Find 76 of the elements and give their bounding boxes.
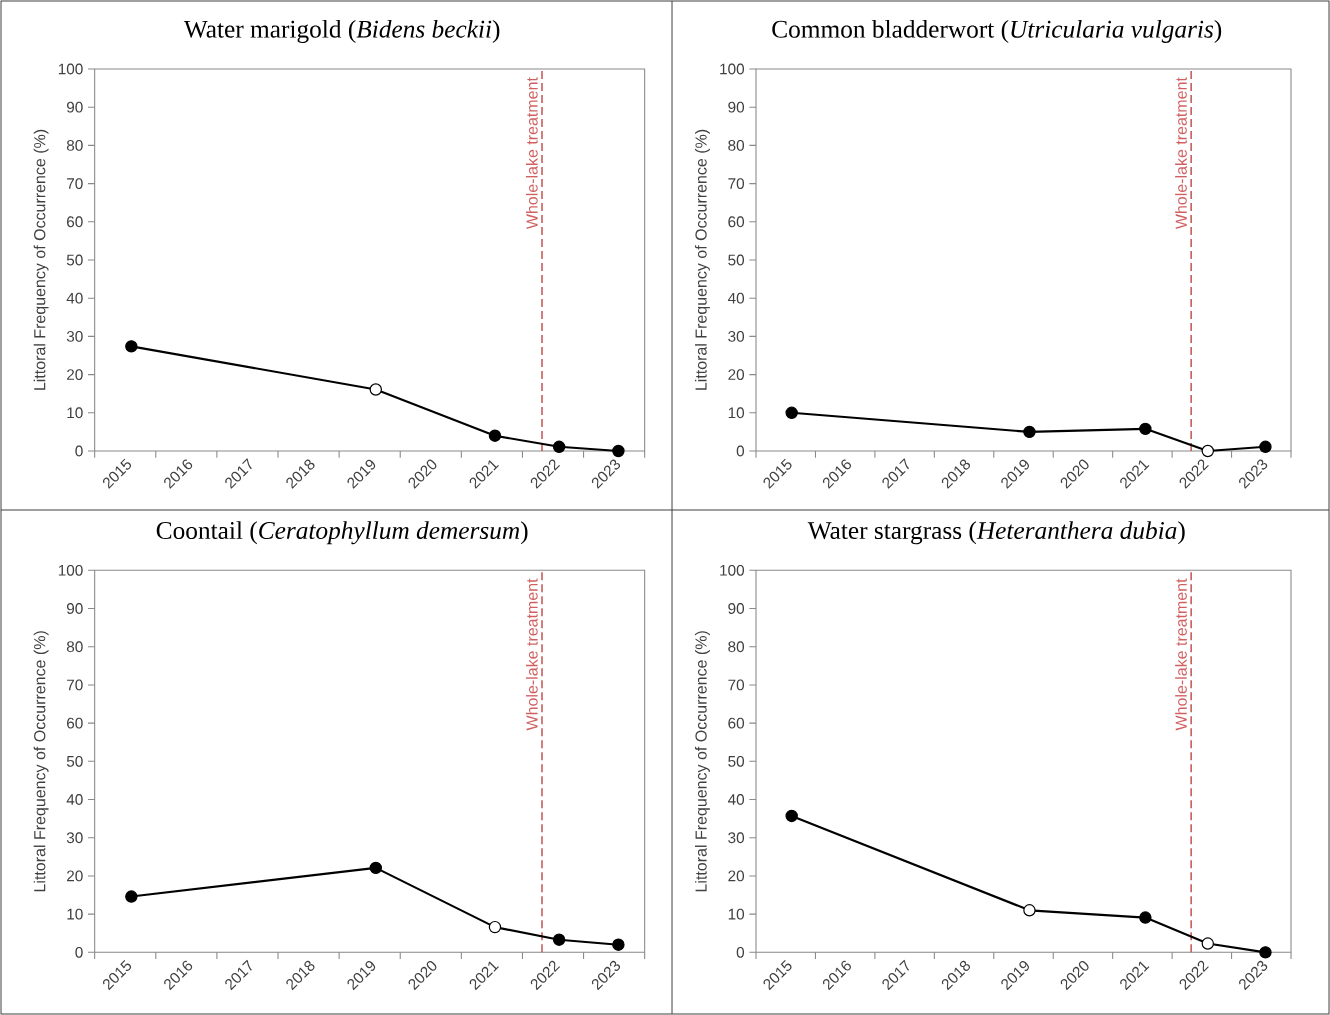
y-tick-label: 10 [728,908,745,920]
y-tick-label: 20 [728,369,745,381]
y-tick-label: 60 [728,216,745,228]
point [125,890,138,903]
y-tick-label: 20 [728,870,745,882]
y-tick-label: 0 [75,445,83,457]
y-tick-label: 80 [728,139,745,151]
y-tick-label: 50 [728,254,745,266]
point [785,406,798,419]
y-axis-title: Littoral Frequency of Occurrence (%) [694,129,710,390]
ref-line-label: Whole-lake treatment [1175,77,1187,230]
y-tick-label: 30 [66,330,83,342]
point [369,383,382,396]
point [552,440,566,453]
y-tick-label: 90 [66,603,83,614]
y-tick-label: 40 [66,292,83,304]
y-tick-label: 80 [66,641,83,653]
chart-title: Common bladderwort (Utricularia vulgaris) [772,19,1222,43]
y-tick-label: 70 [728,679,745,691]
y-tick-label: 20 [67,369,83,381]
y-tick-label: 20 [67,870,83,882]
y-tick-label: 90 [728,603,745,614]
y-tick-label: 100 [58,564,83,576]
point [1023,904,1036,917]
point [125,340,138,353]
point [552,933,566,946]
y-tick-label: 70 [728,178,745,190]
ref-line-label: Whole-lake treatment [1175,578,1187,731]
point [1139,422,1152,436]
point [1201,937,1214,950]
y-tick-label: 90 [728,101,745,113]
y-tick-label: 10 [67,908,83,920]
y-tick-label: 100 [720,564,745,576]
point [612,444,625,458]
y-tick-label: 30 [66,832,83,844]
y-axis-title: Littoral Frequency of Occurrence (%) [33,129,49,390]
y-tick-label: 50 [66,755,83,767]
y-axis-title: Littoral Frequency of Occurrence (%) [33,631,49,892]
y-tick-label: 80 [728,641,745,653]
ref-line-label: Whole-lake treatment [526,77,538,230]
point [1259,946,1272,959]
y-tick-label: 60 [67,717,83,729]
y-tick-label: 50 [728,755,745,767]
y-tick-label: 30 [728,330,745,342]
y-tick-label: 80 [66,139,83,151]
point [488,920,502,934]
point [1201,444,1214,458]
y-axis-title: Littoral Frequency of Occurrence (%) [694,631,710,892]
chart-title: Coontail (Ceratophyllum demersum) [156,521,528,545]
y-tick-label: 40 [66,794,83,805]
point [1023,425,1036,439]
point [785,809,798,823]
ref-line-label: Whole-lake treatment [526,578,538,731]
point [488,429,502,442]
y-tick-label: 40 [727,794,745,805]
y-tick-label: 0 [736,946,745,958]
y-tick-label: 60 [67,216,83,228]
y-tick-label: 0 [75,946,83,958]
point [369,861,382,875]
y-tick-label: 40 [727,292,745,304]
point [612,938,625,951]
y-tick-label: 70 [67,679,83,691]
chart-title: Water stargrass (Heteranthera dubia) [807,521,1185,545]
y-tick-label: 100 [720,63,745,75]
y-tick-label: 10 [67,407,83,419]
point [1139,911,1152,924]
y-tick-label: 70 [67,178,83,190]
point [1259,440,1272,453]
y-tick-label: 0 [736,445,745,457]
y-tick-label: 90 [66,101,83,113]
y-tick-label: 30 [728,832,745,844]
chart-title: Water marigold (Bidens beckii) [183,19,500,43]
y-tick-label: 10 [728,407,745,419]
y-tick-label: 50 [66,254,83,266]
y-tick-label: 100 [58,63,83,75]
y-tick-label: 60 [728,717,745,729]
